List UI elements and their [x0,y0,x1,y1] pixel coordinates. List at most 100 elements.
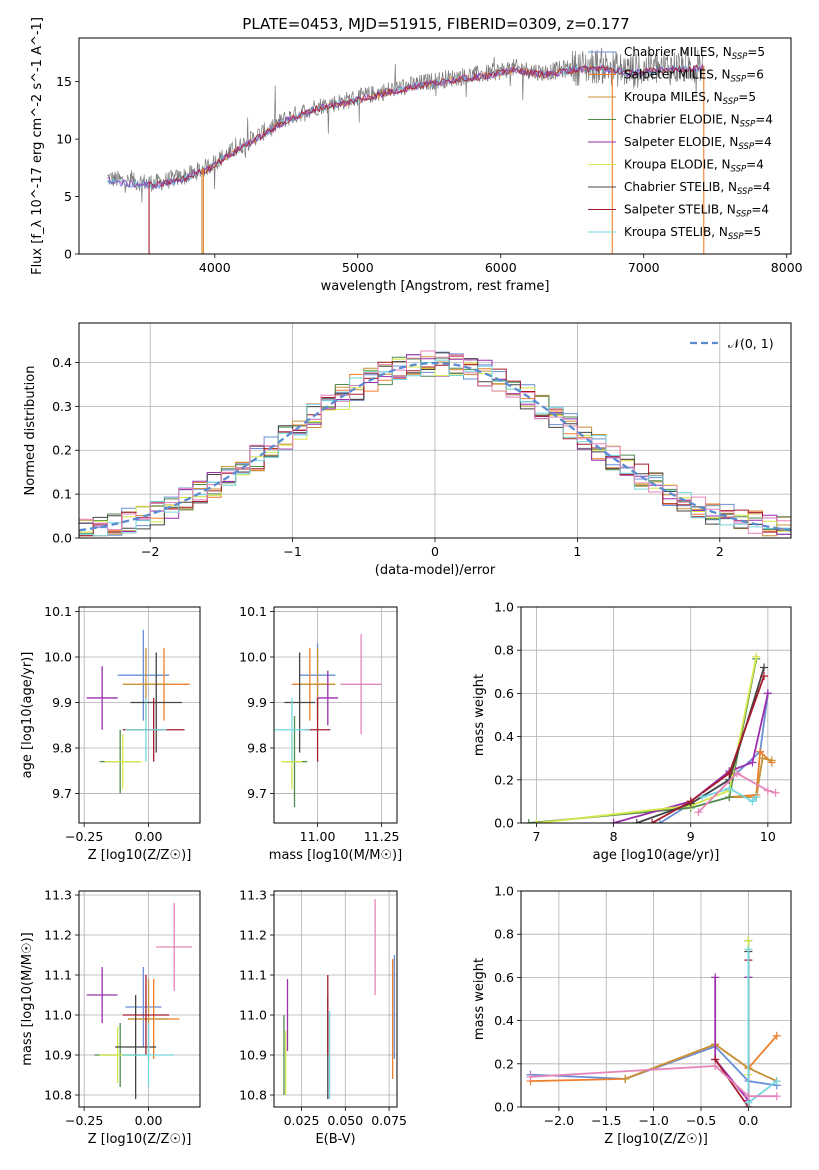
plot-area-residuals [79,350,791,537]
x-axis-label: age [log10(age/yr)] [593,848,720,863]
weight-point-marker [725,784,734,793]
y-tick-label: 11.2 [239,928,267,943]
gaussian-curve [79,361,791,532]
observed-spectrum-line [107,47,704,203]
weight-line [636,667,765,823]
y-tick-label: 9.9 [52,695,72,710]
y-tick-label: 11.0 [239,1008,267,1023]
y-tick-label: 10.8 [44,1088,72,1103]
y-tick-label: 0.0 [494,1100,514,1115]
y-tick-label: 0.3 [52,399,72,414]
x-tick-label: 11.25 [364,829,400,844]
y-tick-label: 0.2 [494,1056,514,1071]
weight-point-marker [698,793,707,802]
y-tick-label: 1.0 [494,600,514,615]
y-tick-label: 0.0 [494,816,514,831]
plot-area-weight-vs-z [526,936,781,1107]
y-tick-label: 10.1 [239,604,267,619]
x-tick-label: 1 [573,544,581,559]
weight-point-marker [758,754,767,763]
y-tick-label: 5 [64,189,72,204]
x-axis-label: Z [log10(Z/Z☉)] [88,848,192,863]
y-tick-label: 11.1 [239,968,267,983]
weight-point-marker [748,758,757,767]
weight-point-marker [532,819,541,823]
y-tick-label: 0.6 [494,970,514,985]
residual-histogram [79,359,791,537]
y-tick-label: 10.1 [44,604,72,619]
panel-residuals: −2 −1 0 1 2 0.0 0.1 0.2 0.3 0.4 (data-model)/error… [23,322,792,578]
x-tick-label: 10 [760,829,776,844]
y-tick-label: 10.0 [239,650,267,665]
y-tick-label: 0.4 [52,355,72,370]
x-tick-label: 0.00 [135,829,163,844]
plot-frame [520,890,792,1108]
model-spectrum-line [203,64,613,174]
weight-point-marker [772,1092,781,1101]
plot-area-age-vs-mass [274,634,382,808]
weight-point-marker [763,786,772,795]
weight-point-marker [744,945,753,954]
weight-point-marker [609,819,618,823]
x-tick-label: 5000 [342,260,374,275]
weight-point-marker [711,973,720,982]
weight-point-marker [756,747,765,756]
plot-area-age-vs-z [86,629,190,794]
y-axis-label: Flux [f_λ 10^-17 erg cm^-2 s^-1 A^-1] [30,17,45,275]
weight-line [651,675,765,823]
y-tick-label: 0.8 [494,927,514,942]
weight-point-marker [711,1061,720,1070]
weight-point-marker [748,797,757,806]
weight-point-marker [725,769,734,778]
x-axis-label: E(B-V) [315,1132,355,1147]
legend-entry: Chabrier ELODIE, NSSP=4 [624,113,773,130]
y-tick-label: 0.0 [52,531,72,546]
legend-entry: Kroupa ELODIE, NSSP=4 [624,158,764,175]
y-tick-label: 11.0 [44,1008,72,1023]
plot-frame [273,890,398,1108]
y-tick-label: 9.9 [247,695,267,710]
x-tick-label: 7 [532,829,540,844]
y-tick-label: 10.9 [239,1048,267,1063]
panel-age-vs-z: −0.25 0.00 9.7 9.8 9.9 10.0 10.1 Z [log10(Z/Z☉)… [20,604,201,863]
weight-point-marker [621,1074,630,1083]
weight-point-marker [686,797,695,806]
weight-point-marker [632,819,641,823]
x-tick-label: 0.025 [284,1113,320,1128]
weight-point-marker [648,819,657,823]
x-tick-label: 0 [431,544,439,559]
y-tick-label: 0 [64,247,72,262]
x-tick-label: 0.0 [738,1113,758,1128]
x-tick-label: −1.0 [638,1113,668,1128]
residual-histogram [79,355,791,537]
y-axis-label: age [log10(age/yr)] [20,652,35,779]
y-tick-label: 11.3 [239,888,267,903]
y-tick-label: 9.8 [52,740,72,755]
x-tick-label: 7000 [628,260,660,275]
panel-mass-vs-z: −0.25 0.00 10.8 10.9 11.0 11.1 11.2 11.3 Z [log1… [20,888,201,1147]
y-tick-label: 10 [56,132,72,147]
weight-point-marker [767,756,776,765]
weight-point-marker [744,936,753,945]
x-tick-label: −0.25 [65,1113,103,1128]
y-tick-label: 0.2 [52,443,72,458]
x-tick-label: 8 [610,829,618,844]
x-tick-label: 11.00 [300,829,336,844]
x-tick-label: 0.00 [135,1113,163,1128]
weight-point-marker [655,819,664,823]
weight-point-marker [760,663,768,672]
weight-point-marker [772,1031,781,1040]
y-tick-label: 10.0 [44,650,72,665]
plot-frame [78,606,201,824]
weight-line [729,757,772,798]
weight-line [528,658,758,823]
x-tick-label: −0.5 [686,1113,716,1128]
model-spectrum-line [148,64,704,188]
x-axis-label: wavelength [Angstrom, rest frame] [321,279,550,294]
figure-title: PLATE=0453, MJD=51915, FIBERID=0309, z=0… [242,15,629,33]
weight-point-marker [752,793,761,802]
legend-entry: Chabrier MILES, NSSP=5 [624,45,765,62]
weight-point-marker [771,788,780,797]
x-tick-label: −1 [283,544,301,559]
plot-area-mass-vs-z [86,903,193,1099]
